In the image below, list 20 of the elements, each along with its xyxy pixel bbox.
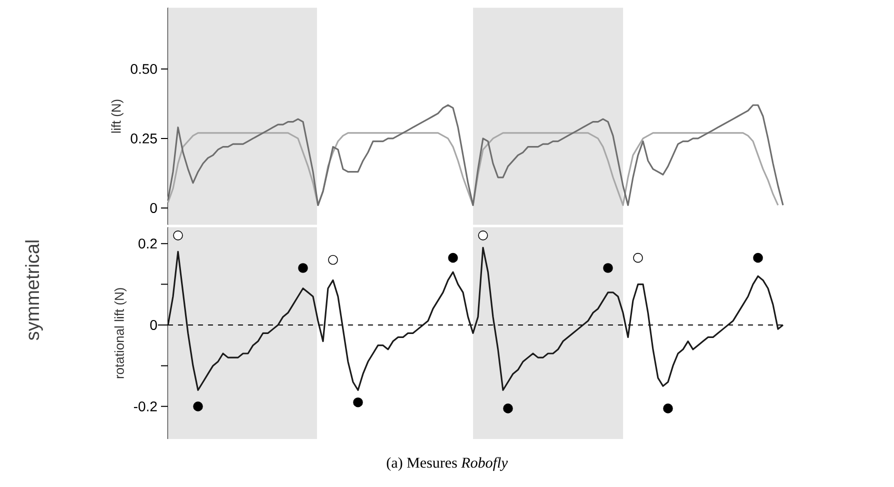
text: symmetrical	[25, 240, 43, 340]
text: (a) Mesures Robofly	[386, 457, 508, 471]
point	[298, 263, 308, 273]
point	[173, 230, 183, 240]
y-tick-label: -0.2	[134, 401, 157, 412]
point	[663, 404, 673, 414]
point	[753, 252, 763, 263]
point	[503, 404, 513, 414]
y-tick-label: 0.50	[130, 64, 157, 74]
y-axis-title: lift (N)	[111, 100, 124, 133]
point	[478, 230, 488, 240]
point	[448, 252, 458, 263]
point	[353, 397, 363, 408]
y-axis-title: rotational lift (N)	[114, 288, 126, 378]
y-tick-label: 0	[150, 320, 157, 330]
y-tick-label: 0.25	[130, 134, 157, 144]
point	[603, 263, 613, 273]
point	[193, 402, 203, 412]
y-tick-label: 0.2	[138, 238, 157, 249]
y-tick-label: 0	[150, 203, 157, 213]
